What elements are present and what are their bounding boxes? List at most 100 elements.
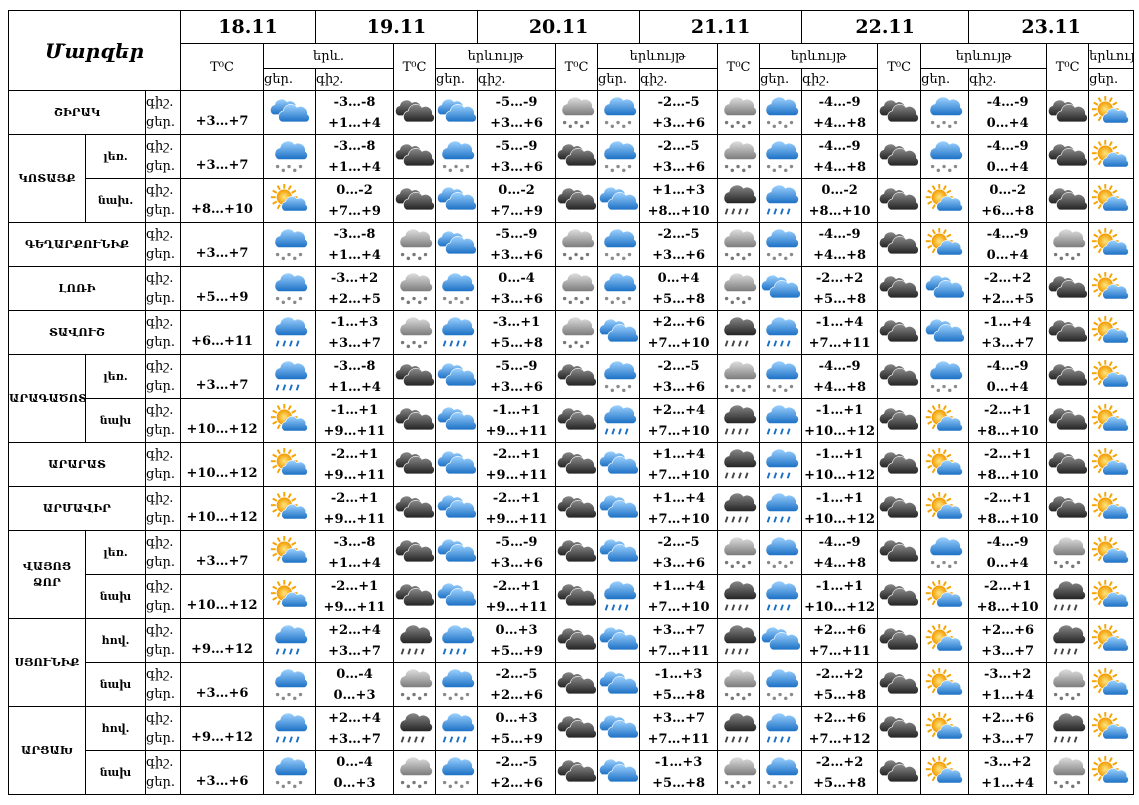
temperature: +1…+4 +7…+10: [639, 486, 719, 531]
temperature: -3…-8 +1…+4: [315, 354, 395, 399]
icon-part: [879, 451, 919, 474]
temperature: +3…+7: [180, 354, 265, 399]
weather-icon-cell: [759, 222, 803, 267]
temperature: -4…-9 +4…+8: [801, 134, 879, 179]
icon-part: [270, 403, 308, 431]
icon-part: [953, 560, 957, 564]
icon-part: [747, 692, 752, 696]
icon-part: [1097, 423, 1102, 429]
temperature: -2…+1 +9…+11: [477, 486, 557, 531]
temperature: -1…+1 +9…+11: [315, 398, 395, 443]
night-temp: -3…+2: [983, 754, 1032, 770]
icon-part: [574, 252, 578, 256]
icon-part: [773, 471, 778, 479]
icon-part: [274, 140, 308, 172]
icon-part: [604, 603, 609, 611]
icon-part: [936, 239, 963, 255]
icon-part: [281, 339, 286, 347]
icon-part: [724, 384, 729, 388]
zone-label: հով.: [85, 618, 146, 663]
weather-icon-cell: [597, 310, 641, 355]
icon-part: [736, 164, 740, 168]
icon-part: [275, 296, 279, 300]
day-temp: +5…+9: [490, 731, 543, 747]
icon-part: [271, 464, 277, 469]
weather-icon-cell: [555, 486, 599, 531]
weather-icon-cell: [263, 310, 317, 355]
icon-part: [395, 583, 435, 606]
weather-icon-cell: [717, 750, 761, 795]
icon-part: [765, 580, 799, 611]
weather-icon-cell: [920, 486, 970, 531]
icon-part: [274, 712, 308, 743]
icon-part: [772, 388, 777, 392]
date-cell: 18.11: [180, 10, 317, 44]
phenomenon-header: երև.: [263, 43, 395, 69]
icon-part: [945, 629, 951, 634]
icon-part: [953, 384, 957, 388]
weather-icon-cell: [759, 398, 803, 443]
icon-part: [400, 340, 405, 344]
icon-part: [1093, 717, 1099, 722]
icon-part: [604, 427, 609, 435]
icon-part: [925, 227, 963, 255]
icon-part: [290, 585, 296, 590]
icon-part: [585, 296, 590, 300]
night-temp: 0…-2: [498, 182, 535, 198]
icon-part: [887, 411, 919, 430]
icon-part: [616, 384, 620, 388]
icon-part: [1108, 712, 1113, 718]
weather-icon-cell: [435, 134, 479, 179]
weather-icon-cell: [1088, 310, 1135, 355]
icon-part: [1093, 365, 1099, 370]
night-label: գիշ.: [146, 138, 174, 154]
icon-part: [445, 191, 477, 210]
night-temp: -4…-9: [986, 534, 1029, 550]
icon-part: [929, 360, 963, 392]
weather-icon-cell: [759, 486, 803, 531]
icon-part: [784, 564, 788, 568]
icon-part: [929, 140, 963, 160]
icon-part: [1102, 415, 1129, 431]
zone-label: նախ: [85, 398, 146, 443]
temperature: -2…+2 +2…+5: [968, 266, 1048, 311]
icon-part: [784, 124, 788, 128]
icon-part: [454, 780, 458, 784]
night-label: գիշ.: [146, 446, 174, 462]
icon-part: [395, 363, 435, 386]
icon-part: [1093, 552, 1099, 557]
icon-part: [403, 103, 435, 122]
day-label: ցեր.: [146, 334, 176, 350]
icon-part: [931, 775, 936, 781]
day-temp: +2…+5: [981, 291, 1035, 307]
temperature: -2…+1 +8…+10: [968, 574, 1048, 619]
temperature: +1…+4 +7…+10: [639, 442, 719, 487]
region-row: նախ գիշ. ցեր. +3…+6 0…-4 0…+3 -2…-5 +2…+6 -1…+3 +…: [9, 662, 1135, 707]
icon-part: [926, 761, 932, 766]
icon-part: [557, 627, 597, 650]
icon-part: [603, 272, 637, 292]
icon-part: [441, 140, 475, 160]
icon-part: [780, 515, 784, 523]
icon-part: [286, 692, 291, 696]
icon-part: [561, 96, 595, 116]
temperature: +3…+7: [180, 222, 265, 267]
night-label: գիշ.: [146, 402, 174, 418]
region-row: ԱՐԱՐԱՏ գիշ. ցեր. +10…+12 -2…+1 +9…+11 -2…+1 +9……: [8, 442, 1135, 487]
temperature: +1…+3 +8…+10: [639, 178, 719, 223]
weather-icon-cell: [263, 706, 317, 751]
weather-icon-cell: [435, 310, 479, 355]
day-temp: +7…+10: [647, 467, 710, 483]
temperature: +3…+7 +7…+11: [639, 618, 719, 663]
icon-part: [274, 624, 308, 644]
icon-part: [924, 318, 965, 342]
night-temp: -2…-5: [657, 94, 700, 110]
icon-part: [879, 759, 919, 782]
temp-header: T⁰C: [555, 43, 599, 91]
weather-icon-cell: [597, 750, 641, 795]
weather-icon-cell: [555, 266, 599, 311]
icon-part: [926, 585, 932, 590]
icon-part: [274, 360, 308, 391]
icon-part: [403, 543, 435, 562]
icon-part: [561, 272, 595, 304]
